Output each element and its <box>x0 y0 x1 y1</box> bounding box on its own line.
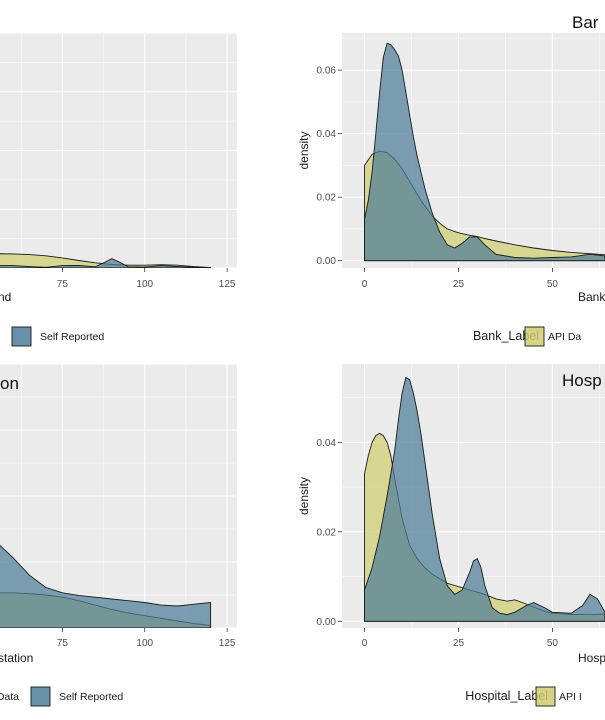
x-tick-label: 75 <box>57 638 69 649</box>
x-tick-label: 0 <box>362 638 368 649</box>
legend-key <box>524 326 545 347</box>
legend: Hospital_Label API I <box>465 686 582 707</box>
x-axis-label: nd <box>0 290 11 304</box>
x-tick-label: 50 <box>547 638 559 649</box>
x-tick-label: 125 <box>219 279 236 290</box>
y-tick-label: 0.02 <box>317 527 337 538</box>
legend-label: API I <box>559 691 582 703</box>
x-tick-label: 25 <box>453 279 465 290</box>
x-tick-label: 75 <box>57 279 69 290</box>
chart-title: Hosp <box>562 371 602 390</box>
legend-title: Hospital_Label <box>465 689 548 703</box>
density-area-self-reported <box>364 42 605 262</box>
density-areas <box>364 42 605 262</box>
density-area-self-reported <box>364 376 605 622</box>
x-tick-label: 0 <box>362 279 368 290</box>
legend-title: Bank_Label <box>473 329 539 343</box>
legend-key <box>535 686 556 707</box>
x-axis-label: station <box>0 651 33 665</box>
legend-key <box>30 686 51 707</box>
legend: API Data Self Reported <box>0 686 123 707</box>
y-tick-label: 0.00 <box>317 256 337 267</box>
y-axis-label: density <box>297 477 311 515</box>
y-axis-label: density <box>297 131 311 169</box>
x-tick-label: 125 <box>219 638 236 649</box>
y-tick-label: 0.04 <box>317 129 337 140</box>
x-tick-label: 50 <box>547 279 559 290</box>
y-tick-label: 0.06 <box>317 66 337 77</box>
x-tick-label: 25 <box>453 638 465 649</box>
x-axis-label: Hospi <box>578 651 605 665</box>
x-tick-label: 100 <box>136 279 153 290</box>
x-tick-label: 100 <box>136 638 153 649</box>
legend-key <box>11 326 32 347</box>
legend: Bank_Label API Da <box>473 326 581 347</box>
density-areas <box>0 544 212 628</box>
density-areas <box>364 376 605 622</box>
legend-label: Self Reported <box>40 331 104 343</box>
density-area-self-reported <box>0 544 212 628</box>
legend-label: API Da <box>548 331 581 343</box>
chart-panel-2: 0 25 50 0.00 0.02 0.04 0.06 Bank density Bar Bank_… <box>297 13 605 347</box>
density-area-self-reported <box>0 258 212 268</box>
chart-panel-4: 0 25 50 0.00 0.02 0.04 Hospi density Hosp Hospita… <box>297 364 605 707</box>
legend-label: Self Reported <box>59 691 123 703</box>
legend-label: API Data <box>0 691 19 703</box>
chart-title: Bar <box>572 13 599 32</box>
chart-title: on <box>0 374 19 393</box>
y-tick-label: 0.00 <box>317 617 337 628</box>
x-axis-label: Bank <box>578 290 605 304</box>
chart-panel-3: 75 100 125 station on API Data Self Reported <box>0 363 237 707</box>
y-tick-label: 0.02 <box>317 193 337 204</box>
density-areas <box>0 253 212 268</box>
y-tick-label: 0.04 <box>317 438 337 449</box>
